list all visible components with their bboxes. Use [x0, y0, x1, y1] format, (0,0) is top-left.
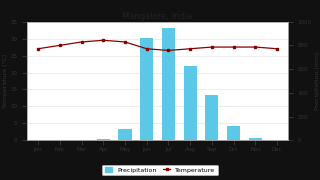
- Bar: [97, 139, 110, 140]
- Bar: [140, 38, 153, 140]
- Bar: [227, 126, 240, 140]
- Bar: [162, 28, 175, 140]
- Title: Mangalore, India: Mangalore, India: [123, 12, 193, 21]
- Y-axis label: Temperature (°C): Temperature (°C): [3, 54, 8, 108]
- Legend: Precipitation, Temperature: Precipitation, Temperature: [102, 165, 218, 175]
- Bar: [118, 129, 132, 140]
- Bar: [184, 66, 197, 140]
- Y-axis label: Precipitation (mm): Precipitation (mm): [315, 52, 319, 110]
- Bar: [249, 138, 262, 140]
- Bar: [205, 95, 219, 140]
